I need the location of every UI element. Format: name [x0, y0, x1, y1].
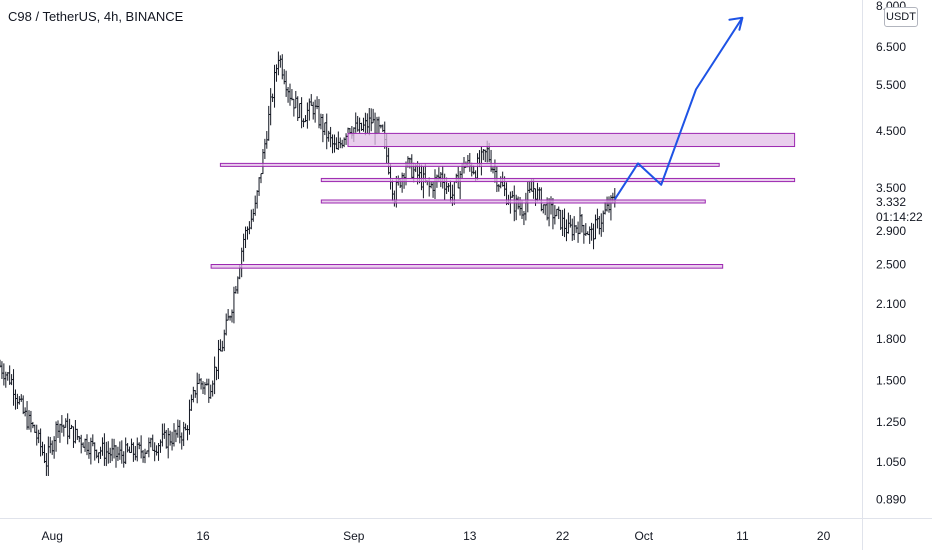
zones-layer[interactable]: [210, 132, 796, 269]
price-axis[interactable]: 8.0006.5005.5004.5003.5002.9002.5002.100…: [862, 0, 907, 550]
time-tick-label: Sep: [343, 529, 365, 543]
time-tick-label: 16: [196, 529, 210, 543]
price-tick-label: 1.800: [876, 332, 906, 346]
zone-rect[interactable]: [347, 132, 796, 148]
zone-rect[interactable]: [320, 177, 796, 183]
last-price-label: 3.332: [876, 195, 906, 209]
price-tick-label: 2.500: [876, 258, 906, 272]
chart-title: C98 / TetherUS, 4h, BINANCE: [8, 9, 184, 24]
projection-layer[interactable]: [613, 16, 744, 200]
price-tick-label: 1.250: [876, 415, 906, 429]
time-tick-label: 13: [463, 529, 477, 543]
price-tick-label: 1.500: [876, 374, 906, 388]
price-tick-label: 5.500: [876, 78, 906, 92]
projection-arrowhead: [728, 16, 744, 31]
zone-rect[interactable]: [219, 162, 720, 167]
time-axis[interactable]: Aug 16 Sep 13 22 Oct 11 20: [0, 518, 932, 544]
time-tick-label: 20: [817, 529, 831, 543]
price-tick-label: 6.500: [876, 40, 906, 54]
candles-layer: [0, 51, 616, 476]
price-tick-label: 1.050: [876, 455, 906, 469]
time-tick-label: 11: [736, 529, 749, 543]
time-tick-label: 22: [556, 529, 570, 543]
last-price-tag: 3.332 01:14:22: [876, 195, 923, 224]
price-tick-label: 0.890: [876, 492, 906, 506]
price-tick-label: 4.500: [876, 124, 906, 138]
countdown-label: 01:14:22: [876, 210, 923, 224]
price-tick-label: 3.500: [876, 181, 906, 195]
price-tick-label: 2.900: [876, 224, 906, 238]
zone-rect[interactable]: [320, 199, 706, 204]
currency-badge[interactable]: USDT: [884, 7, 918, 27]
projection-path[interactable]: [613, 17, 744, 200]
zone-rect[interactable]: [210, 264, 724, 269]
time-tick-label: Aug: [42, 529, 63, 543]
time-tick-label: Oct: [634, 529, 653, 543]
price-tick-label: 2.100: [876, 297, 906, 311]
